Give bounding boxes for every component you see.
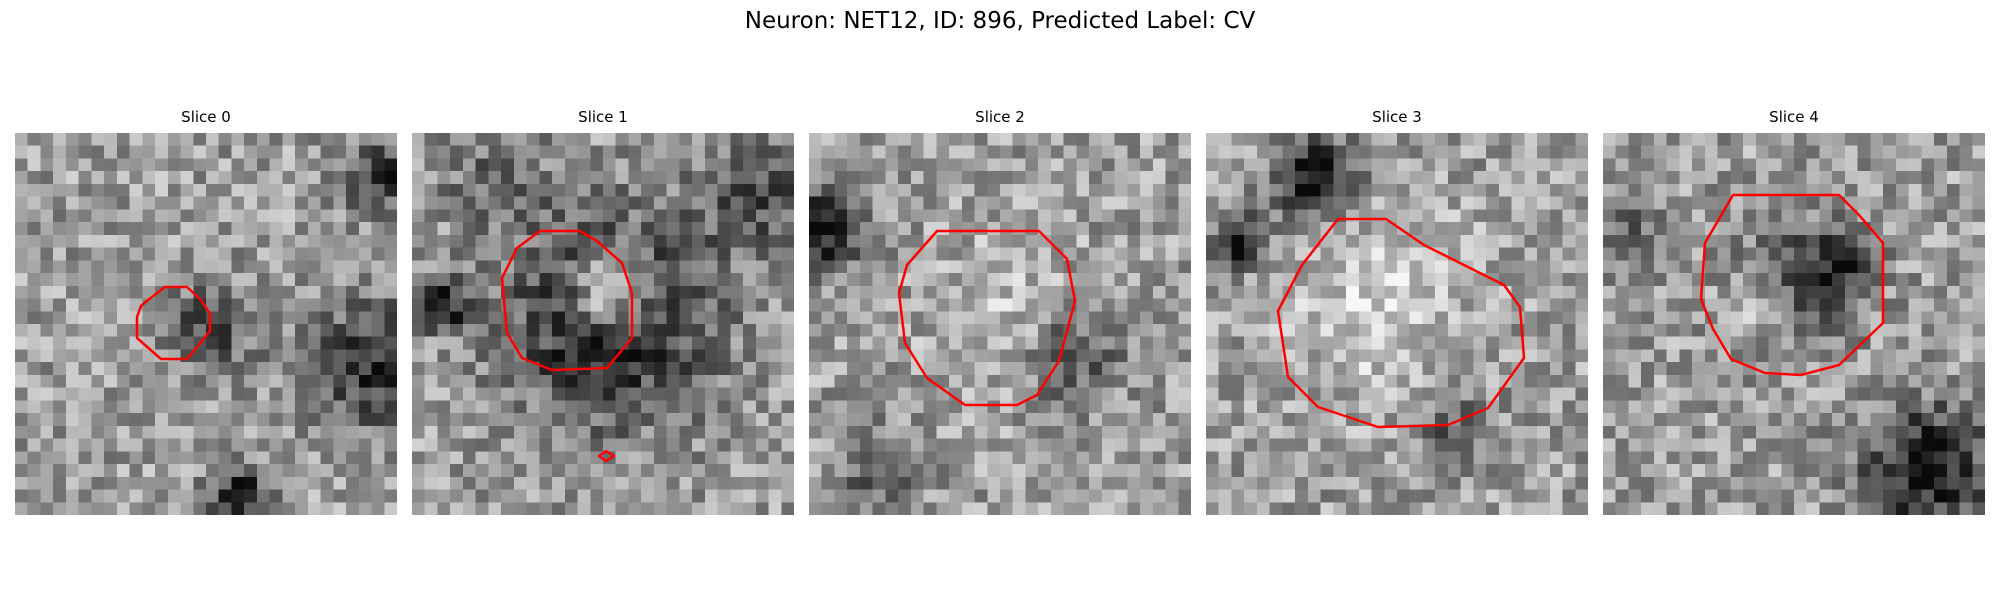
slice-title-2: Slice 2 xyxy=(975,108,1025,126)
roi-contour xyxy=(1276,217,1526,429)
slice-title-4: Slice 4 xyxy=(1769,108,1819,126)
grayscale-patch-3 xyxy=(1206,133,1588,515)
slice-image-4 xyxy=(1603,133,1985,515)
roi-contour xyxy=(1699,193,1885,377)
slice-image-0 xyxy=(15,133,397,515)
grayscale-patch-4 xyxy=(1603,133,1985,515)
slice-title-1: Slice 1 xyxy=(578,108,628,126)
slice-image-3 xyxy=(1206,133,1588,515)
roi-contour-small xyxy=(597,449,616,463)
slice-title-0: Slice 0 xyxy=(181,108,231,126)
roi-contour xyxy=(897,229,1077,407)
grayscale-patch-0 xyxy=(15,133,397,515)
roi-contours-2 xyxy=(897,229,1077,407)
grayscale-patch-1 xyxy=(412,133,794,515)
roi-contours-3 xyxy=(1276,217,1526,429)
roi-contour xyxy=(135,285,212,361)
roi-contour xyxy=(500,229,634,372)
figure-title: Neuron: NET12, ID: 896, Predicted Label:… xyxy=(744,8,1256,34)
roi-contours-0 xyxy=(135,285,212,361)
slice-image-1 xyxy=(412,133,794,515)
roi-contours-1 xyxy=(500,229,634,463)
slice-title-3: Slice 3 xyxy=(1372,108,1422,126)
grayscale-patch-2 xyxy=(809,133,1191,515)
slice-image-2 xyxy=(809,133,1191,515)
roi-contours-4 xyxy=(1699,193,1885,377)
